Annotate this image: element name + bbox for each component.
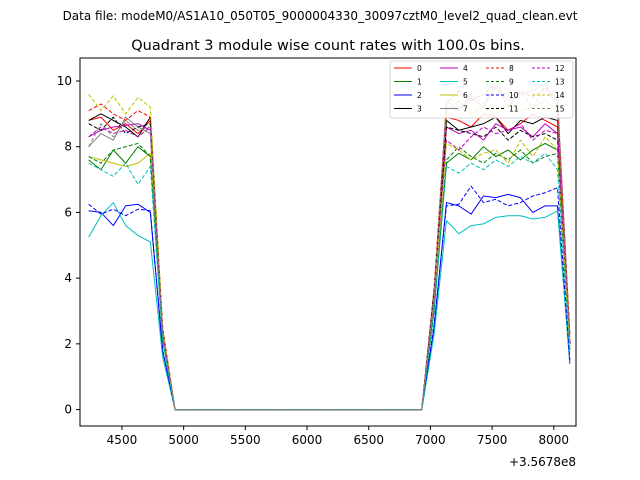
x-tick-label: 4500 [107,433,138,447]
legend-label-14: 14 [555,91,565,100]
y-tick-label: 6 [64,205,72,219]
x-tick-label: 5500 [230,433,261,447]
legend-label-11: 11 [509,105,519,114]
x-axis-offset-label: +3.5678e8 [509,455,576,469]
legend-frame [389,60,574,119]
legend-label-2: 2 [417,91,422,100]
x-tick-label: 6000 [292,433,323,447]
x-axis-ticks: 4500 5000 5500 6000 6500 7000 7500 8000 [107,426,569,447]
legend-label-6: 6 [463,91,468,100]
x-tick-label: 8000 [539,433,570,447]
legend-label-13: 13 [555,78,565,87]
legend-label-5: 5 [463,78,468,87]
legend-label-0: 0 [417,64,422,73]
legend-label-1: 1 [417,78,422,87]
chart-title: Quadrant 3 module wise count rates with … [131,38,525,54]
series-line-11 [88,116,571,411]
series-line-5 [88,202,571,411]
x-tick-label: 7500 [477,433,508,447]
y-tick-label: 0 [64,403,72,417]
series-line-12 [88,123,571,411]
legend-label-15: 15 [555,105,565,114]
legend-label-9: 9 [509,78,514,87]
legend-label-10: 10 [509,91,519,100]
legend-label-4: 4 [463,64,468,73]
legend-label-7: 7 [463,105,468,114]
series-line-9 [88,142,571,411]
suptitle: Data file: modeM0/AS1A10_050T05_90000043… [63,9,578,23]
y-tick-label: 10 [57,74,72,88]
axes-frame [79,57,577,427]
series-line-14 [88,93,571,411]
y-axis-ticks: 0 2 4 6 8 10 [57,74,80,417]
legend-label-8: 8 [509,64,514,73]
legend-label-12: 12 [555,64,565,73]
x-tick-label: 6500 [353,433,384,447]
legend-label-3: 3 [417,105,422,114]
x-tick-label: 5000 [168,433,199,447]
series-line-2 [88,193,571,411]
series-line-10 [88,185,571,411]
y-tick-label: 4 [64,271,72,285]
x-tick-label: 7000 [415,433,446,447]
series-line-3 [88,113,571,411]
y-tick-label: 2 [64,337,72,351]
y-tick-label: 8 [64,140,72,154]
series-line-13 [88,152,571,411]
